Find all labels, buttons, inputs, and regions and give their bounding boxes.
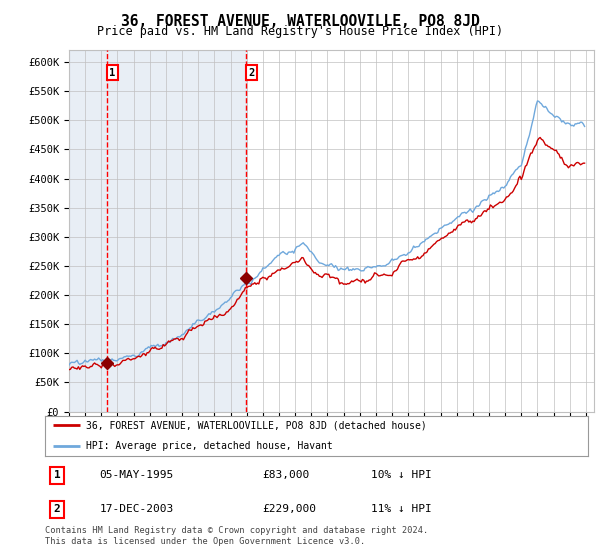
Text: Price paid vs. HM Land Registry's House Price Index (HPI): Price paid vs. HM Land Registry's House … [97,25,503,38]
Text: 1: 1 [53,470,61,480]
Text: 10% ↓ HPI: 10% ↓ HPI [371,470,431,480]
Text: 2: 2 [248,68,255,78]
Text: 11% ↓ HPI: 11% ↓ HPI [371,505,431,515]
Text: Contains HM Land Registry data © Crown copyright and database right 2024.
This d: Contains HM Land Registry data © Crown c… [45,526,428,546]
Text: 36, FOREST AVENUE, WATERLOOVILLE, PO8 8JD: 36, FOREST AVENUE, WATERLOOVILLE, PO8 8J… [121,14,479,29]
Text: 2: 2 [53,505,61,515]
Text: 05-MAY-1995: 05-MAY-1995 [100,470,173,480]
Bar [69,50,246,412]
Text: 1: 1 [109,68,116,78]
Text: 36, FOREST AVENUE, WATERLOOVILLE, PO8 8JD (detached house): 36, FOREST AVENUE, WATERLOOVILLE, PO8 8J… [86,421,427,430]
Text: HPI: Average price, detached house, Havant: HPI: Average price, detached house, Hava… [86,441,332,450]
Text: £229,000: £229,000 [262,505,316,515]
Text: £83,000: £83,000 [262,470,310,480]
Text: 17-DEC-2003: 17-DEC-2003 [100,505,173,515]
